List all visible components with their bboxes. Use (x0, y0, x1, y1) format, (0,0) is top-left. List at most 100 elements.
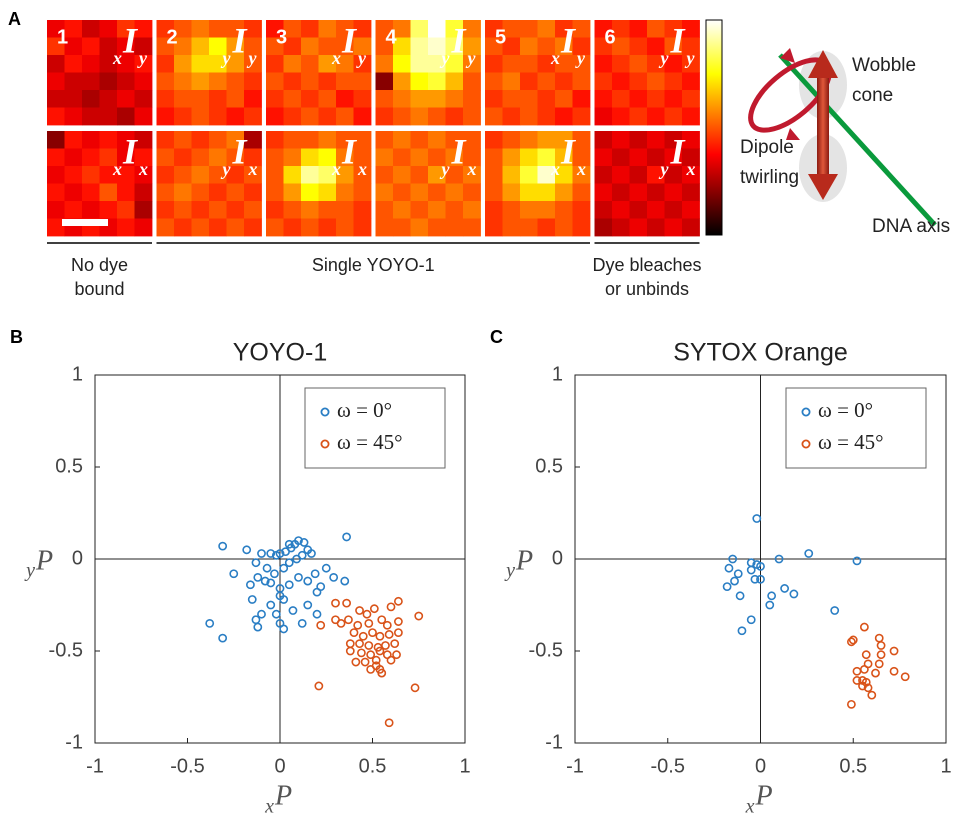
subscript-pre: x (331, 48, 341, 68)
heatmap-cell (135, 219, 153, 237)
heatmap-cell (411, 149, 429, 167)
heatmap-cell (503, 55, 521, 73)
x-label: P (755, 780, 773, 811)
heatmap-cell (555, 201, 573, 219)
heatmap-cell (612, 219, 630, 237)
heatmap-cell (266, 73, 284, 91)
heatmap-cell (82, 55, 100, 73)
heatmap-cell (192, 131, 210, 149)
intensity-symbol: I (341, 20, 358, 60)
heatmap-cell (520, 184, 538, 202)
heatmap-cell (47, 108, 65, 126)
intensity-symbol: I (670, 131, 687, 171)
heatmap-cell (82, 201, 100, 219)
heatmap-cell (485, 90, 503, 108)
heatmap-cell (376, 219, 394, 237)
heatmap-cell (82, 108, 100, 126)
heatmap-cell (520, 73, 538, 91)
data-point (850, 636, 857, 643)
subscript-pre: y (659, 159, 670, 179)
data-point (254, 574, 261, 581)
heatmap-cell (354, 90, 372, 108)
data-point (332, 600, 339, 607)
heatmap-cell (227, 108, 245, 126)
heatmap-cell (630, 108, 648, 126)
y-tick-label: 0.5 (535, 455, 563, 477)
y-tick-label: 0 (72, 547, 83, 569)
y-tick-label: -0.5 (49, 639, 83, 661)
heatmap-cell (595, 131, 613, 149)
data-point (317, 622, 324, 629)
heatmap-cell (428, 131, 446, 149)
heatmap-cell (174, 166, 192, 184)
heatmap-cell (209, 184, 227, 202)
data-point (304, 601, 311, 608)
heatmap-cell (47, 55, 65, 73)
heatmap-cell (630, 201, 648, 219)
heatmap-cell (209, 219, 227, 237)
heatmap-cell (520, 201, 538, 219)
data-point (252, 559, 259, 566)
heatmap-cell (503, 201, 521, 219)
panel-number: 4 (386, 26, 398, 48)
heatmap-cell (244, 90, 262, 108)
data-point (736, 592, 743, 599)
y-tick-label: -0.5 (529, 639, 563, 661)
heatmap-cell (682, 219, 700, 237)
heatmap-cell (428, 184, 446, 202)
heatmap-cell (393, 184, 411, 202)
heatmap-cell (65, 166, 83, 184)
heatmap-cell (227, 73, 245, 91)
heatmap-cell (336, 219, 354, 237)
heatmap-cell (47, 90, 65, 108)
chart-title: YOYO-1 (233, 339, 327, 367)
heatmap-cell (446, 184, 464, 202)
heatmap-cell (65, 149, 83, 167)
x-tick-label: 1 (940, 755, 951, 777)
heatmap-cell (244, 184, 262, 202)
heatmap-cell (393, 73, 411, 91)
heatmap-cell (595, 149, 613, 167)
heatmap-cell (266, 149, 284, 167)
heatmap-cell (446, 73, 464, 91)
heatmap-cell (555, 73, 573, 91)
y-tick-label: 1 (72, 363, 83, 385)
data-point (313, 611, 320, 618)
intensity-symbol: I (122, 20, 139, 60)
heatmap-cell (520, 108, 538, 126)
heatmap-cell (573, 90, 591, 108)
panel-number: 3 (276, 26, 287, 48)
group-label: Dye bleaches (592, 255, 701, 275)
y-tick-label: -1 (545, 731, 563, 753)
heatmap-cell (319, 90, 337, 108)
heatmap-cell (157, 149, 175, 167)
heatmap-cell (266, 90, 284, 108)
heatmap-cell (411, 201, 429, 219)
data-point (738, 627, 745, 634)
heatmap-cell (82, 20, 100, 38)
heatmap-cell (174, 90, 192, 108)
legend-label: ω = 45° (337, 430, 403, 454)
heatmap-cell (319, 20, 337, 38)
heatmap-cell (485, 149, 503, 167)
heatmap-cell (301, 55, 319, 73)
data-point (831, 607, 838, 614)
heatmap-cell (354, 219, 372, 237)
heatmap-cell (411, 55, 429, 73)
heatmap-cell (284, 219, 302, 237)
group-label: Single YOYO-1 (312, 255, 435, 275)
y-label-sub: y (24, 560, 35, 582)
heatmap-cell (555, 184, 573, 202)
heatmap-cell (301, 20, 319, 38)
data-point (391, 640, 398, 647)
heatmap-cell (82, 38, 100, 56)
x-tick-label: -0.5 (651, 755, 685, 777)
data-point (365, 620, 372, 627)
heatmap-cell (520, 38, 538, 56)
heatmap-cell (209, 131, 227, 149)
heatmap-cell (612, 108, 630, 126)
subscript-post: y (356, 48, 367, 68)
heatmap-cell (157, 108, 175, 126)
heatmap-cell (647, 73, 665, 91)
heatmap-cell (647, 131, 665, 149)
